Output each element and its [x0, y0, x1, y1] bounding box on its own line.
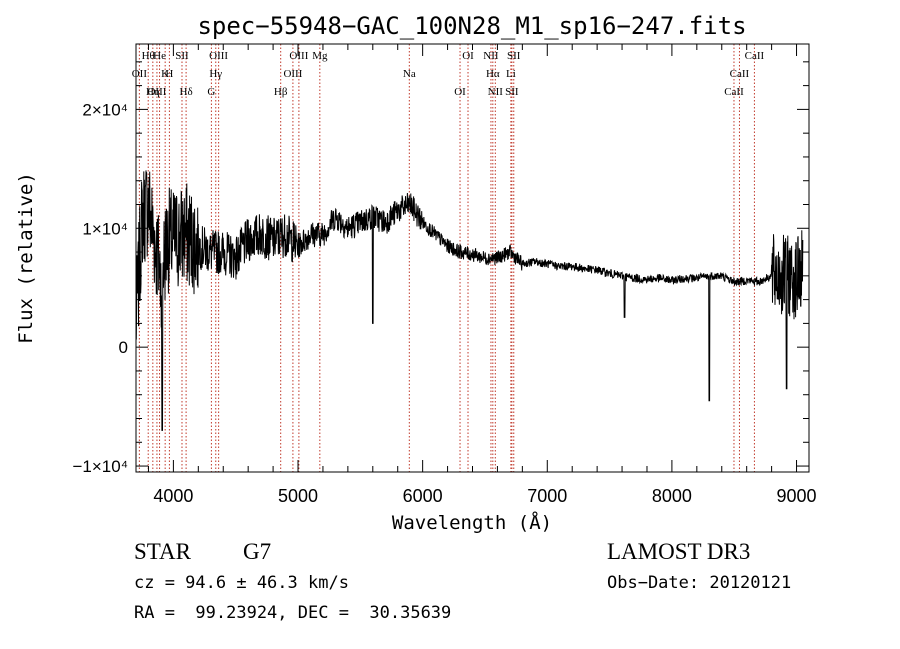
- y-tick-label: 0: [119, 338, 128, 357]
- spectral-line-label: Hη: [146, 86, 160, 98]
- object-subclass: G7: [243, 539, 272, 564]
- spectral-line-label: Hθ: [142, 50, 155, 62]
- spectral-line-label: CaII: [724, 86, 744, 98]
- spectral-line-label: He: [153, 50, 166, 62]
- x-tick-label: 9000: [777, 486, 817, 506]
- x-tick-label: 6000: [403, 486, 443, 506]
- spectral-line-label: Mg: [312, 50, 328, 62]
- spectral-line-label: CaII: [730, 68, 750, 80]
- spectral-line-label: Li: [506, 68, 516, 80]
- redshift-cz: cz = 94.6 ± 46.3 km/s: [134, 573, 349, 593]
- spectral-line-label: NII: [488, 86, 504, 98]
- spectral-line-label: OIII: [289, 50, 308, 62]
- spectral-line-label: Hγ: [209, 68, 222, 80]
- x-tick-label: 7000: [527, 486, 567, 506]
- spectral-line-label: Na: [403, 68, 416, 80]
- spectral-line-label: OIII: [147, 86, 166, 98]
- spectral-line-label: SII: [507, 50, 521, 62]
- spectral-line-label: OI: [454, 86, 466, 98]
- spectral-line-label: CaII: [745, 50, 765, 62]
- y-tick-label: 1×10⁴: [82, 219, 128, 238]
- y-tick-label: 2×10⁴: [82, 100, 128, 119]
- spectral-line-label: K: [161, 68, 169, 80]
- spectral-line-label: NII: [483, 50, 499, 62]
- spectral-line-label: Hα: [486, 68, 500, 80]
- spectrum-line: [135, 170, 804, 431]
- spectral-line-label: Hδ: [180, 86, 193, 98]
- x-tick-label: 5000: [278, 486, 318, 506]
- spectral-line-label: OIII: [209, 50, 228, 62]
- ra-dec: RA = 99.23924, DEC = 30.35639: [134, 603, 452, 623]
- spectral-line-label: OI: [462, 50, 474, 62]
- survey-name: LAMOST DR3: [607, 539, 751, 564]
- spectral-line-label: H: [165, 68, 173, 80]
- x-axis-label: Wavelength (Å): [392, 511, 552, 534]
- spectral-line-label: OII: [132, 68, 148, 80]
- y-tick-label: −1×10⁴: [72, 457, 128, 476]
- object-class: STAR: [134, 539, 191, 564]
- x-tick-label: 8000: [652, 486, 692, 506]
- spectral-line-label: Hβ: [274, 86, 288, 98]
- spectral-line-label: G: [207, 86, 215, 98]
- obs-date: Obs−Date: 20120121: [607, 573, 792, 593]
- x-tick-label: 4000: [153, 486, 193, 506]
- y-axis-label: Flux (relative): [15, 172, 37, 344]
- spectral-line-label: OIII: [283, 68, 302, 80]
- spectral-line-label: SII: [505, 86, 519, 98]
- chart-title: spec−55948−GAC_100N28_M1_sp16−247.fits: [197, 12, 746, 40]
- spectral-line-label: SII: [175, 50, 189, 62]
